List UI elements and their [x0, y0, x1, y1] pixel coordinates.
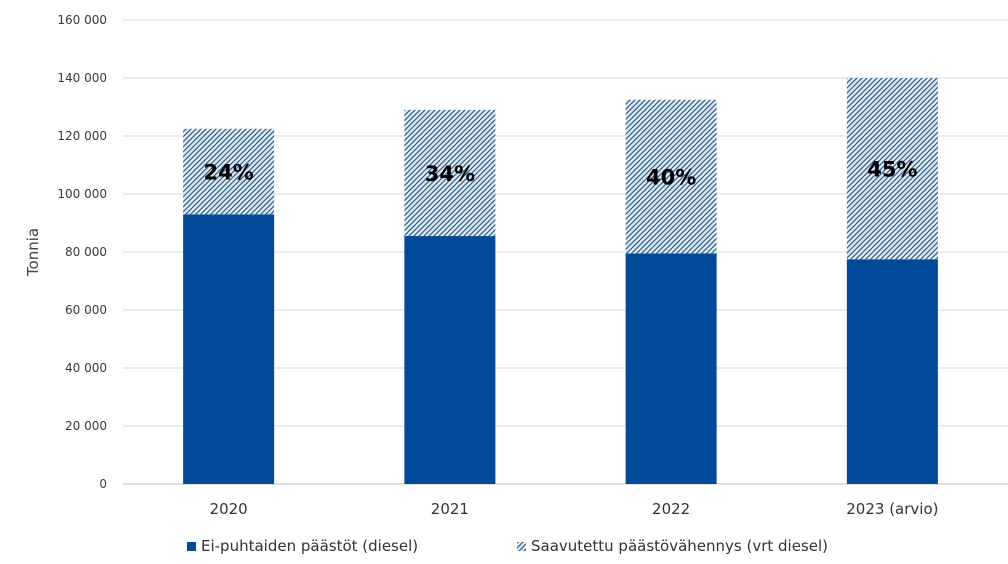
bar-segment-emissions — [404, 236, 496, 484]
y-axis-ticks: 0 20 000 40 000 60 000 80 000 100 000 120 000 1… — [57, 13, 107, 491]
bar-segment-reduction — [846, 78, 938, 260]
segment-percent-label: 34% — [425, 162, 475, 186]
x-tick-label: 2023 (arvio) — [846, 500, 938, 518]
x-tick-label: 2021 — [431, 500, 469, 518]
bars: 24% 34% 40% 45% — [183, 78, 938, 485]
bar-segment-emissions — [625, 253, 717, 484]
y-tick-label: 100 000 — [57, 187, 107, 201]
y-tick-label: 0 — [99, 477, 107, 491]
legend-swatch-emissions — [187, 542, 196, 551]
y-tick-label: 80 000 — [65, 245, 107, 259]
bar-segment-reduction — [625, 99, 717, 254]
y-axis-title: Tonnia — [24, 228, 42, 277]
y-tick-label: 20 000 — [65, 419, 107, 433]
x-tick-label: 2022 — [652, 500, 690, 518]
x-tick-label: 2020 — [210, 500, 248, 518]
legend-label-reduction: Saavutettu päästövähennys (vrt diesel) — [531, 537, 828, 555]
segment-percent-label: 45% — [867, 158, 917, 182]
segment-percent-label: 40% — [646, 166, 696, 190]
y-tick-label: 60 000 — [65, 303, 107, 317]
legend-swatch-reduction — [517, 542, 526, 551]
legend-label-emissions: Ei-puhtaiden päästöt (diesel) — [201, 537, 418, 555]
y-tick-label: 160 000 — [57, 13, 107, 27]
bar-segment-reduction — [404, 109, 496, 237]
bar-segment-reduction — [183, 128, 275, 215]
bar-segment-emissions — [183, 214, 275, 485]
segment-percent-label: 24% — [203, 161, 253, 185]
legend: Ei-puhtaiden päästöt (diesel) Saavutettu … — [187, 537, 828, 555]
y-tick-label: 120 000 — [57, 129, 107, 143]
x-axis-ticks: 2020 2021 2022 2023 (arvio) — [210, 500, 939, 518]
y-tick-label: 140 000 — [57, 71, 107, 85]
y-tick-label: 40 000 — [65, 361, 107, 375]
bar-segment-emissions — [846, 259, 938, 484]
